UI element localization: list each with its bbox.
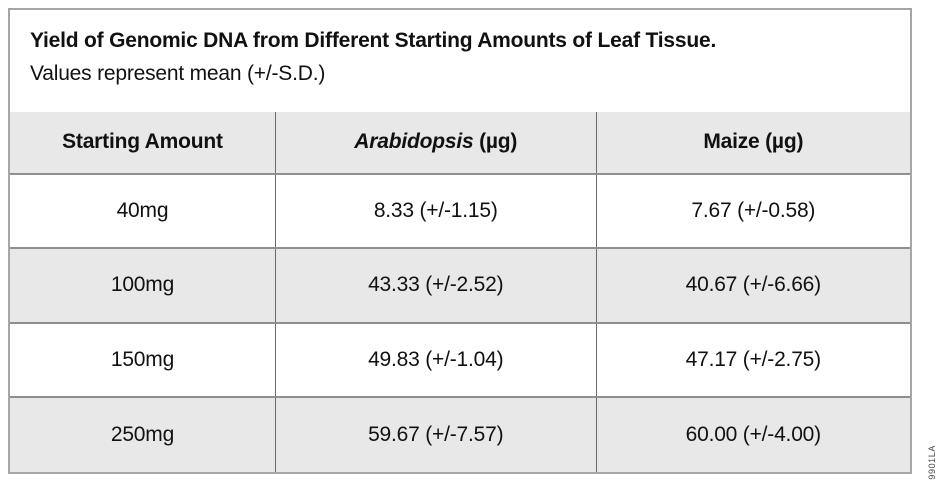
cell-maize-yield: 7.67 (+/-0.58) — [595, 172, 910, 250]
yield-table: Starting Amount Arabidopsis (µg) Maize (… — [10, 112, 910, 472]
cell-arabidopsis-yield: 8.33 (+/-1.15) — [274, 172, 597, 250]
cell-maize-yield: 60.00 (+/-4.00) — [595, 396, 910, 472]
cell-arabidopsis-yield: 43.33 (+/-2.52) — [274, 247, 597, 324]
table-row: 150mg 49.83 (+/-1.04) 47.17 (+/-2.75) — [10, 321, 910, 399]
cell-starting-amount: 250mg — [10, 396, 276, 472]
table-header-row: Starting Amount Arabidopsis (µg) Maize (… — [10, 112, 910, 175]
table-row: 100mg 43.33 (+/-2.52) 40.67 (+/-6.66) — [10, 247, 910, 324]
figure-header: Yield of Genomic DNA from Different Star… — [10, 10, 910, 112]
figure-title: Yield of Genomic DNA from Different Star… — [30, 29, 717, 52]
cell-starting-amount: 150mg — [10, 321, 276, 399]
column-header-maize: Maize (µg) — [595, 112, 910, 175]
column-header-arabidopsis: Arabidopsis (µg) — [274, 112, 597, 175]
figure-part-number: 9901LA — [927, 445, 937, 480]
cell-arabidopsis-yield: 59.67 (+/-7.57) — [274, 396, 597, 472]
column-header-starting-amount: Starting Amount — [10, 112, 276, 175]
cell-maize-yield: 40.67 (+/-6.66) — [595, 247, 910, 324]
cell-arabidopsis-yield: 49.83 (+/-1.04) — [274, 321, 597, 399]
cell-maize-yield: 47.17 (+/-2.75) — [595, 321, 910, 399]
column-header-arabidopsis-unit: (µg) — [473, 130, 518, 154]
table-row: 40mg 8.33 (+/-1.15) 7.67 (+/-0.58) — [10, 172, 910, 250]
column-header-arabidopsis-species: Arabidopsis — [354, 130, 474, 154]
cell-starting-amount: 40mg — [10, 172, 276, 250]
figure-subtitle: Values represent mean (+/-S.D.) — [30, 61, 326, 85]
figure-frame: Yield of Genomic DNA from Different Star… — [8, 8, 912, 474]
table-row: 250mg 59.67 (+/-7.57) 60.00 (+/-4.00) — [10, 396, 910, 472]
cell-starting-amount: 100mg — [10, 247, 276, 324]
